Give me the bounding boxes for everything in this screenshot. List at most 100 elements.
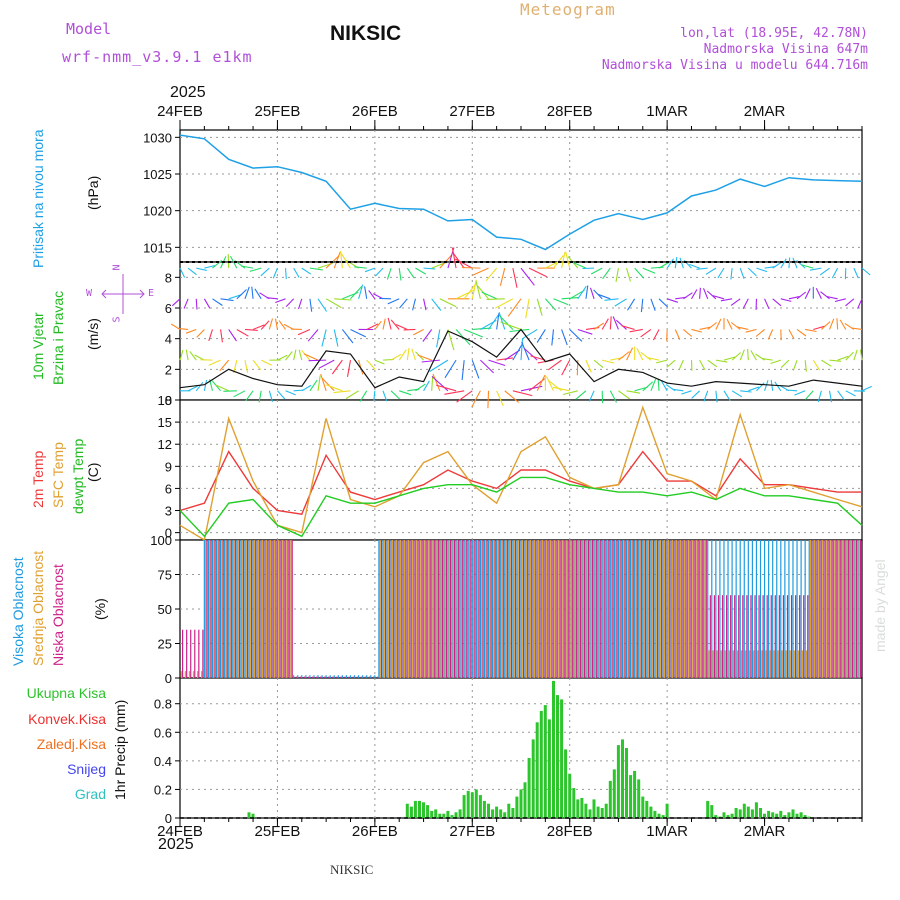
wind-barb [796,291,807,300]
wind-barb [699,359,706,371]
wind-barb [640,298,644,313]
wind-barb [553,298,569,306]
precip-bar [807,816,811,818]
wind-barb [463,282,477,300]
wind-barb [423,267,436,270]
wind-barb [220,298,234,302]
wind-barb [642,381,654,392]
wind-barb [456,390,473,403]
wind-barb [179,349,184,361]
wind-barb [626,267,631,282]
wind-barb [481,291,497,300]
precip-bar [661,815,665,818]
precip-bar [535,722,539,818]
wind-barb [658,261,670,269]
wind-barb [398,349,407,361]
wind-barb [179,267,186,278]
wind-barb [431,262,446,269]
y-tick-label: 1030 [143,130,172,145]
wind-barb [494,298,514,309]
wind-barb [614,298,627,307]
wind-barb [252,359,262,371]
wind-barb [439,298,457,308]
wind-barb [334,298,352,301]
wind-barb [451,251,465,269]
wind-barb [432,373,441,392]
wind-barb [236,289,247,300]
compass-east: E [148,288,155,299]
wind-barb [472,267,489,276]
wind-barb [770,359,781,365]
wind-barb [241,265,254,269]
precip-bar [495,806,499,818]
precip-bar [482,800,486,818]
wind-barb [712,295,725,300]
wind-barb [656,359,668,364]
wind-barb [318,359,335,369]
wind-barb [406,267,415,279]
wind-barb [593,322,605,330]
wind-speed-line [179,328,863,389]
y-tick-label: 15 [158,415,172,430]
precip-bar [730,813,734,818]
wind-barb [340,250,343,269]
wind-barb [421,359,440,363]
wind-barb [507,298,522,317]
wind-barb [681,390,692,395]
wind-barb [496,357,513,361]
wind-barb [278,320,286,330]
wind-barb [317,375,321,391]
wind-barb [723,390,731,401]
precip-bar [531,739,535,818]
wind-barb [359,390,368,402]
wind-barb [268,318,274,330]
precip-bar [787,812,791,818]
wind-barb [277,354,288,361]
compass-rose: N W E S [86,262,158,330]
wind-barb [705,267,717,275]
wind-barb [666,298,679,303]
wind-barb [839,319,847,330]
wind-barb [691,390,700,399]
precip-bar [523,782,527,818]
wind-barb [398,268,402,281]
wind-barb [707,359,718,368]
wind-barb [731,352,741,361]
wind-barb [678,359,684,371]
precip-bar [653,810,657,818]
wind-barb [386,267,392,280]
precip-bar [612,769,616,818]
wind-barb [387,298,400,305]
temp-line-0 [179,450,862,515]
precip-bar [470,792,474,818]
precip-bar [572,788,576,818]
wind-barb [706,290,717,300]
x-tick-label-bottom: 24FEB [157,823,203,840]
wind-barb [244,286,250,299]
meteogram-label: Meteogram [520,0,616,19]
wind-barb [309,379,318,392]
wind-barb [301,267,312,275]
precip-bar [629,775,633,818]
wind-barb [597,293,611,300]
wind-barb [629,328,643,333]
wind-barb [699,326,711,331]
wind-barb [523,347,538,361]
precip-bar [413,800,417,818]
precip-bar [511,808,515,818]
wind-barb [208,329,213,342]
wind-barb [521,341,530,361]
wind-barb [851,327,863,331]
wind-barb [831,267,839,279]
precip-bar [803,815,807,818]
x-tick-label-bottom: 25FEB [254,823,300,840]
precip-bar [491,809,495,818]
wind-barb [636,347,644,361]
wind-barb [520,267,535,286]
wind-barb [703,390,709,402]
wind-barb [573,262,587,269]
wind-barb [740,390,752,393]
precip-bar [539,710,543,818]
wind-barb [471,359,480,379]
wind-barb [326,384,343,392]
